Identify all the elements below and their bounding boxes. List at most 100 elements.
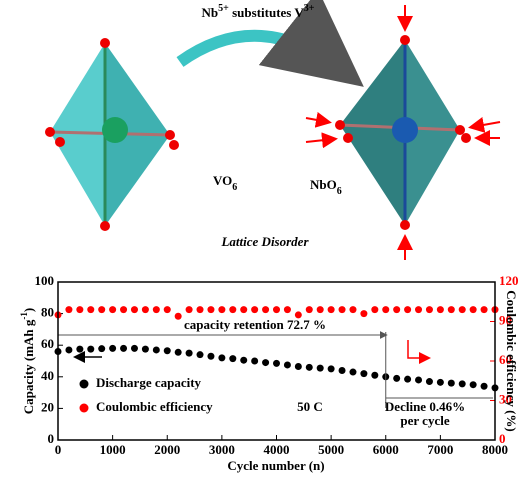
- data-point: [294, 363, 302, 371]
- data-point: [436, 378, 444, 386]
- legend-label: Coulombic efficiency: [96, 399, 213, 414]
- data-point: [371, 306, 379, 314]
- y-tick-label: 40: [41, 368, 54, 383]
- data-point: [273, 306, 280, 314]
- data-point: [98, 345, 106, 353]
- data-point: [273, 359, 280, 367]
- data-point: [207, 306, 215, 314]
- data-point: [262, 306, 270, 314]
- y-tick-label: 20: [41, 399, 54, 414]
- data-point: [371, 371, 379, 379]
- data-point: [480, 382, 488, 390]
- y2-tick-label: 0: [499, 431, 506, 446]
- data-point: [185, 306, 193, 314]
- x-tick-label: 4000: [264, 442, 290, 457]
- y2-axis-label: Coulombic efficiency (%): [504, 290, 519, 432]
- diagram-title: Nb5+ substitutes V3+: [202, 3, 315, 20]
- x-tick-label: 8000: [482, 442, 508, 457]
- data-point: [240, 356, 248, 364]
- data-point: [130, 344, 138, 352]
- data-point: [196, 306, 204, 314]
- data-point: [98, 306, 106, 314]
- data-point: [76, 306, 84, 314]
- right-label: NbO6: [310, 177, 342, 197]
- data-point: [327, 365, 335, 373]
- data-point: [469, 381, 477, 389]
- data-point: [349, 368, 357, 376]
- y-tick-label: 0: [48, 431, 55, 446]
- data-point: [141, 306, 149, 314]
- data-point: [152, 306, 160, 314]
- data-point: [283, 306, 291, 314]
- data-point: [305, 363, 313, 371]
- data-point: [393, 374, 401, 382]
- data-point: [393, 306, 401, 314]
- y-tick-label: 100: [35, 273, 55, 288]
- y-axis-label: Capacity (mAh g-1): [19, 308, 36, 414]
- data-point: [349, 306, 357, 314]
- data-point: [174, 312, 182, 320]
- data-point: [251, 306, 259, 314]
- data-point: [218, 354, 226, 362]
- data-point: [316, 364, 324, 372]
- data-point: [163, 306, 171, 314]
- plot-frame: [57, 281, 496, 441]
- left-octahedron: [45, 38, 179, 231]
- data-point: [240, 306, 248, 314]
- data-point: [163, 347, 171, 355]
- y2-tick-label: 120: [499, 273, 519, 288]
- data-point: [120, 306, 128, 314]
- x-tick-label: 6000: [373, 442, 399, 457]
- data-point: [294, 311, 302, 319]
- right-octahedron: [305, 5, 501, 260]
- x-tick-label: 0: [55, 442, 62, 457]
- legend-label: Discharge capacity: [96, 375, 202, 390]
- data-point: [283, 361, 291, 369]
- data-point: [207, 352, 215, 360]
- data-point: [338, 366, 346, 374]
- data-point: [229, 306, 237, 314]
- data-point: [120, 344, 128, 352]
- data-point: [196, 351, 204, 359]
- data-point: [480, 306, 488, 314]
- data-point: [251, 357, 259, 365]
- data-point: [360, 370, 368, 378]
- x-tick-label: 5000: [318, 442, 344, 457]
- data-point: [404, 306, 412, 314]
- annotation: capacity retention 72.7 %: [184, 317, 326, 332]
- data-point: [87, 345, 95, 353]
- left-label: VO6: [213, 173, 237, 193]
- annotation: per cycle: [400, 413, 449, 428]
- data-point: [404, 375, 412, 383]
- data-point: [65, 306, 73, 314]
- x-axis-label: Cycle number (n): [227, 458, 324, 473]
- data-point: [316, 306, 324, 314]
- annotation: Decline 0.46%: [385, 399, 465, 414]
- data-point: [109, 344, 117, 352]
- y2-arrow: [407, 340, 431, 364]
- data-point: [382, 306, 390, 314]
- data-point: [185, 349, 193, 357]
- data-point: [360, 310, 368, 318]
- x-tick-label: 1000: [100, 442, 126, 457]
- data-point: [447, 379, 455, 387]
- data-point: [87, 306, 95, 314]
- data-point: [229, 355, 237, 363]
- data-point: [130, 306, 138, 314]
- data-point: [109, 306, 117, 314]
- legend-marker: [79, 379, 89, 389]
- data-point: [76, 345, 84, 353]
- data-point: [262, 359, 270, 367]
- y-tick-label: 60: [41, 336, 54, 351]
- transform-arrow: [176, 0, 364, 87]
- legend-marker: [79, 403, 89, 413]
- data-point: [174, 348, 182, 356]
- data-point: [338, 306, 346, 314]
- data-point: [415, 376, 423, 384]
- data-point: [469, 306, 477, 314]
- y-tick-label: 80: [41, 305, 54, 320]
- data-point: [152, 346, 160, 354]
- data-point: [65, 346, 73, 354]
- data-point: [327, 306, 335, 314]
